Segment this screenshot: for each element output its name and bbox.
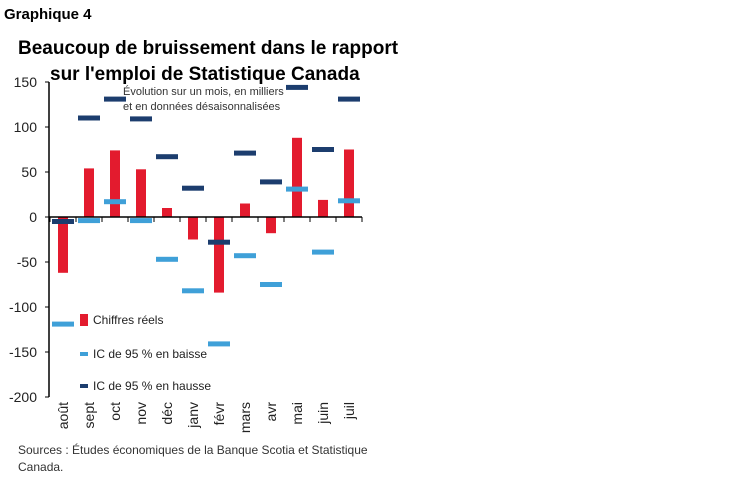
- bar-actual-févr: [214, 217, 224, 293]
- x-tick-label-août: août: [55, 402, 71, 429]
- legend: Chiffres réels IC de 95 % en baisse IC de …: [80, 313, 211, 393]
- ci-low-marker-juin: [312, 249, 334, 255]
- ci-low-marker-janv: [182, 288, 204, 294]
- source-note: Sources : Études économiques de la Banqu…: [18, 442, 398, 476]
- y-tick-label: 50: [21, 164, 37, 180]
- ci-low-marker-mai: [286, 186, 308, 192]
- axes: [45, 81, 363, 398]
- y-tick-label: 150: [14, 74, 38, 90]
- bar-actual-août: [58, 217, 68, 273]
- ci-low-marker-févr: [208, 341, 230, 347]
- ci-low-marker-sept: [78, 218, 100, 224]
- ci-high-marker-mai: [286, 84, 308, 90]
- ci-low-marker-mars: [234, 253, 256, 259]
- y-tick-label: -200: [9, 389, 37, 405]
- legend-label: IC de 95 % en baisse: [93, 347, 207, 361]
- legend-label: Chiffres réels: [93, 313, 163, 327]
- x-tick-label-déc: déc: [159, 402, 175, 425]
- ci-high-marker-janv: [182, 185, 204, 191]
- bar-actual-mai: [292, 137, 302, 217]
- x-tick-label-mai: mai: [289, 402, 305, 425]
- legend-swatch-actual: [80, 314, 88, 326]
- x-tick-label-nov: nov: [133, 402, 149, 425]
- source-line-2: Canada.: [18, 460, 64, 474]
- ci-high-marker-sept: [78, 115, 100, 121]
- x-axis-labels: août sept oct nov déc janv févr mars avr mai juin j…: [55, 402, 357, 433]
- ci-high-marker-mars: [234, 150, 256, 156]
- graph-label: Graphique 4: [4, 6, 92, 23]
- x-tick-label-juin: juin: [315, 402, 331, 425]
- ci-high-marker-févr: [208, 239, 230, 245]
- source-line-1: Sources : Études économiques de la Banqu…: [18, 443, 368, 457]
- ci-low-marker-avr: [260, 282, 282, 287]
- ci-low-marker-déc: [156, 256, 178, 262]
- chart-title-line-2: sur l'emploi de Statistique Canada: [50, 64, 360, 85]
- x-tick-label-juil: juil: [341, 402, 357, 420]
- x-tick-label-sept: sept: [81, 402, 97, 429]
- chart-title: Beaucoup de bruissement dans le rapport …: [18, 36, 398, 88]
- y-tick-label: 100: [14, 119, 38, 135]
- bar-actual-nov: [136, 169, 146, 217]
- ci-low-marker-août: [52, 321, 74, 327]
- ci-low-marker-oct: [104, 199, 126, 205]
- ci-high-marker-déc: [156, 154, 178, 160]
- legend-label: IC de 95 % en hausse: [93, 379, 211, 393]
- bar-actual-mars: [240, 203, 250, 217]
- chart-subtitle: Évolution sur un mois, en milliers et en…: [123, 85, 284, 115]
- y-axis-labels: 150 100 50 0 -50 -100 -150 -200: [9, 74, 37, 405]
- subtitle-line-2: et en données désaisonnalisées: [123, 101, 281, 113]
- x-tick-label-févr: févr: [211, 402, 227, 426]
- y-tick-label: 0: [29, 209, 37, 225]
- chart-title-line-1: Beaucoup de bruissement dans le rapport: [18, 38, 399, 59]
- ci-high-marker-août: [52, 219, 74, 224]
- x-tick-label-oct: oct: [107, 402, 123, 421]
- legend-swatch-ci-low: [80, 352, 88, 356]
- ci-high-marker-juin: [312, 147, 334, 152]
- bars: [58, 137, 354, 293]
- bar-actual-juil: [344, 149, 354, 217]
- bar-actual-juin: [318, 199, 328, 217]
- bar-actual-janv: [188, 217, 198, 240]
- bar-actual-avr: [266, 217, 276, 234]
- bar-actual-déc: [162, 208, 172, 217]
- ci-high-marker-oct: [104, 96, 126, 102]
- bar-actual-sept: [84, 168, 94, 217]
- ci-high-marker-avr: [260, 179, 282, 185]
- markers: [52, 84, 360, 347]
- x-tick-label-mars: mars: [237, 402, 253, 433]
- ci-high-marker-nov: [130, 116, 152, 122]
- y-tick-label: -50: [17, 254, 37, 270]
- y-tick-label: -100: [9, 299, 37, 315]
- legend-swatch-ci-high: [80, 384, 88, 388]
- y-tick-label: -150: [9, 344, 37, 360]
- x-tick-label-avr: avr: [263, 402, 279, 422]
- ci-high-marker-juil: [338, 96, 360, 102]
- ci-low-marker-juil: [338, 198, 360, 204]
- x-tick-label-janv: janv: [185, 402, 201, 429]
- subtitle-line-1: Évolution sur un mois, en milliers: [123, 86, 284, 98]
- ci-low-marker-nov: [130, 218, 152, 224]
- bar-actual-oct: [110, 150, 120, 217]
